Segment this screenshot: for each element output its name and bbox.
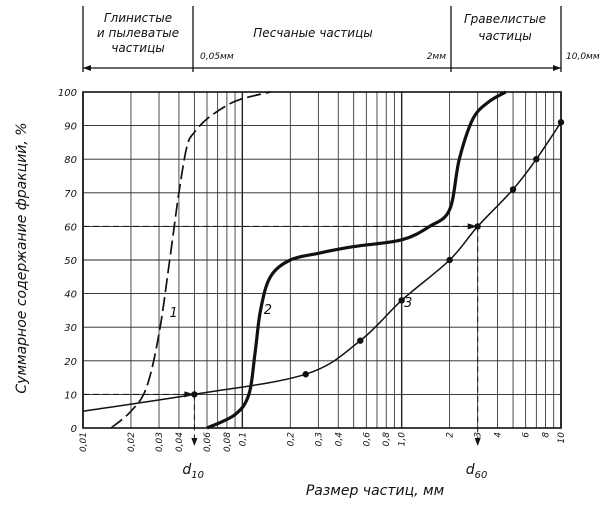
plot-frame	[82, 91, 562, 429]
x-tick-label: 0,02	[127, 432, 137, 452]
series-3-marker	[398, 297, 405, 304]
guide-d60-arrow-down	[474, 438, 481, 446]
x-tick-label: 3	[474, 432, 484, 438]
x-tick-label: 0,06	[203, 432, 213, 452]
series-2-line	[206, 90, 507, 430]
x-tick-label: 4	[494, 432, 504, 438]
y-tick-label: 50	[64, 256, 77, 267]
zone-gravel-line2: частицы	[478, 29, 531, 43]
series-1-label: 1	[169, 306, 177, 321]
x-tick-label: 1,0	[398, 432, 408, 447]
x-tick-label: 0,01	[79, 432, 89, 452]
series-1-line	[110, 91, 271, 429]
series-3-label: 3	[404, 296, 412, 311]
boundary-0.05mm-label: 0,05мм	[200, 52, 234, 62]
y-tick-label: 60	[64, 222, 77, 233]
zone-clay-line3: частицы	[111, 41, 164, 55]
y-tick-label: 80	[64, 155, 77, 166]
x-tick-label: 0,8	[382, 432, 392, 447]
annotations: d10 d60	[83, 223, 487, 481]
grid	[82, 91, 562, 429]
series: 1 2 3	[82, 90, 565, 430]
series-3-marker	[509, 186, 517, 193]
series-3-marker	[357, 337, 364, 344]
x-tick-label: 10	[557, 432, 567, 444]
label-d10: d10	[182, 462, 204, 481]
x-tick-label: 0,2	[286, 432, 296, 447]
x-tick-label: 0,08	[223, 432, 233, 452]
zone-arrow-left	[83, 65, 91, 71]
guide-d60-arrow-right	[467, 223, 478, 230]
series-3-marker	[302, 371, 309, 378]
x-tick-label: 0,03	[155, 432, 165, 452]
x-tick-label: 0,3	[314, 432, 324, 447]
label-d60: d60	[466, 462, 488, 481]
y-tick-label: 40	[64, 290, 77, 301]
x-tick-label: 2	[446, 432, 456, 438]
x-tick-label: 0,6	[362, 432, 372, 447]
series-2-label: 2	[264, 303, 272, 318]
y-tick-label: 90	[64, 122, 77, 133]
zone-gravel-line1: Гравелистые	[464, 12, 546, 26]
zone-clay-line1: Глинистые	[104, 11, 172, 25]
y-axis-title: Суммарное содержание фракций, %	[14, 122, 30, 393]
boundary-10mm-label: 10,0мм	[566, 52, 600, 62]
series-3-marker	[446, 256, 453, 264]
zone-arrow-right	[553, 65, 561, 71]
x-axis-title: Размер частиц, мм	[306, 483, 445, 499]
y-tick-label: 10	[64, 390, 77, 401]
series-3-marker	[533, 156, 540, 163]
zone-clay-line2: и пылеватые	[97, 26, 179, 40]
y-tick-label: 20	[64, 357, 77, 368]
boundary-2mm-label: 2мм	[427, 52, 447, 62]
y-tick-label: 0	[71, 424, 77, 435]
guide-d10-arrow-right	[184, 391, 195, 398]
series-3-marker	[557, 119, 565, 126]
y-tick-label: 100	[58, 88, 77, 99]
axes: 0 10 20 30 40 50 60 70 80 90 100 0,01 0,02 0,03 0,04 0,…	[14, 88, 567, 499]
y-tick-label: 30	[64, 323, 77, 334]
x-tick-label: 8	[542, 432, 552, 438]
x-tick-label: 6	[522, 432, 532, 438]
x-tick-label: 0,4	[334, 432, 344, 447]
series-3-line	[82, 121, 562, 412]
x-tick-label: 0,04	[175, 432, 185, 452]
x-tick-label: 0,1	[238, 432, 248, 446]
zone-sand-label: Песчаные частицы	[253, 26, 372, 40]
y-tick-label: 70	[64, 189, 77, 200]
guide-d10-arrow-down	[191, 438, 198, 446]
